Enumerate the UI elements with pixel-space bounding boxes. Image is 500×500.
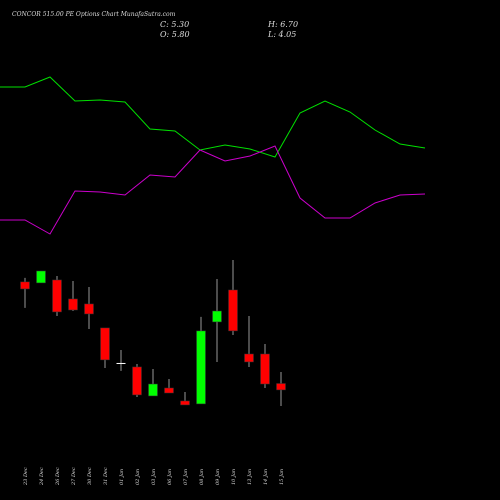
x-tick-label: 08 Jan xyxy=(199,469,205,485)
candle-body xyxy=(164,387,174,394)
candle-body xyxy=(84,303,94,315)
x-tick-label: 02 Jan xyxy=(135,469,141,485)
x-tick-label: 24 Dec xyxy=(39,467,45,486)
candle-body xyxy=(100,327,110,361)
candle-body xyxy=(244,353,254,363)
x-tick-label: 30 Dec xyxy=(87,467,93,485)
band-line xyxy=(0,145,426,235)
x-tick-label: 27 Dec xyxy=(71,467,77,486)
chart-title: CONCOR 515.00 PE Options Chart MunafaSut… xyxy=(12,11,176,18)
candle-body xyxy=(180,400,190,406)
candle-body xyxy=(228,289,238,332)
candle-body xyxy=(276,383,286,391)
band-line xyxy=(0,76,426,158)
candle-body xyxy=(20,281,30,290)
candle-body xyxy=(116,362,126,364)
candle-body xyxy=(68,298,78,311)
x-tick-label: 13 Jan xyxy=(247,469,253,485)
candle-body xyxy=(36,270,46,284)
x-tick-label: 15 Jan xyxy=(279,469,285,485)
x-tick-label: 03 Jan xyxy=(151,469,157,485)
low-label: L: 4.05 xyxy=(267,30,296,39)
candle-body xyxy=(52,279,62,313)
candle-body xyxy=(148,383,158,397)
x-tick-label: 06 Jan xyxy=(167,469,173,485)
open-label: O: 5.80 xyxy=(160,30,190,39)
x-tick-label: 09 Jan xyxy=(215,469,221,485)
x-tick-label: 01 Jan xyxy=(119,469,125,485)
close-label: C: 5.30 xyxy=(160,20,189,29)
x-tick-label: 07 Jan xyxy=(183,469,189,485)
x-tick-label: 14 Jan xyxy=(263,469,269,485)
candle-body xyxy=(132,366,142,396)
candle-body xyxy=(260,353,270,385)
x-tick-label: 10 Jan xyxy=(231,469,237,485)
candle-body xyxy=(196,330,206,405)
high-label: H: 6.70 xyxy=(267,20,298,29)
x-tick-label: 31 Dec xyxy=(103,467,109,485)
x-tick-label: 26 Dec xyxy=(55,467,61,486)
x-tick-label: 23 Dec xyxy=(23,467,29,486)
candle-body xyxy=(212,310,222,323)
